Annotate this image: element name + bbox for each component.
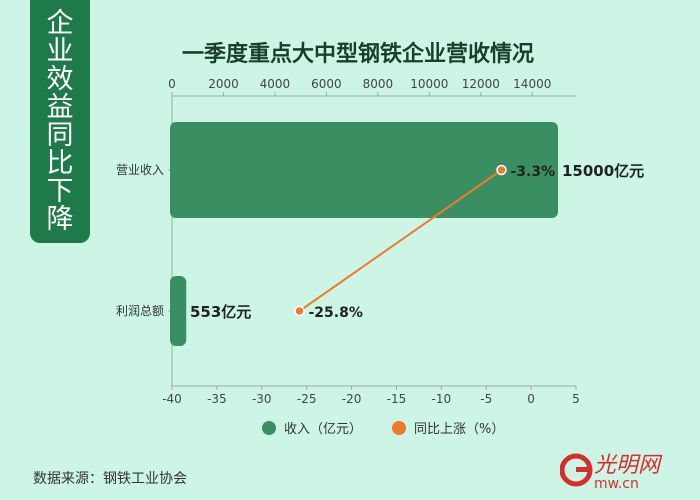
side-label: 企业效益同比下降 xyxy=(30,0,90,243)
top-axis-tick-label: 2000 xyxy=(208,77,239,91)
side-label-char: 降 xyxy=(46,203,74,235)
legend-label-revenue: 收入（亿元） xyxy=(284,422,363,437)
guangming-logo-icon: 光明网 mw.cn xyxy=(560,453,663,492)
side-label-char: 益 xyxy=(46,91,74,123)
legend-swatch-growth xyxy=(392,420,407,435)
top-axis-tick-label: 4000 xyxy=(260,77,291,91)
legend: 收入（亿元） 同比上涨（%） xyxy=(262,418,504,437)
top-axis-tick-label: 14000 xyxy=(513,77,551,91)
bottom-axis-tick-label: -25 xyxy=(297,392,317,406)
chart-title: 一季度重点大中型钢铁企业营收情况 xyxy=(182,42,535,67)
growth-value-label: -3.3% xyxy=(510,164,555,180)
category-label: 营业收入 xyxy=(116,163,164,177)
bottom-axis-tick-label: 5 xyxy=(572,392,580,406)
bar xyxy=(170,122,558,218)
source-note: 数据来源：钢铁工业协会 xyxy=(33,471,187,487)
side-label-char: 下 xyxy=(46,175,74,207)
top-axis-tick-label: 10000 xyxy=(410,77,448,91)
bottom-axis-tick-label: 0 xyxy=(527,392,535,406)
bottom-axis-tick-label: -10 xyxy=(432,392,452,406)
side-label-char: 业 xyxy=(46,35,74,67)
top-axis-tick-label: 6000 xyxy=(311,77,342,91)
growth-point xyxy=(294,305,305,317)
side-label-char: 同 xyxy=(46,119,74,151)
bottom-axis-tick-label: -30 xyxy=(252,392,272,406)
growth-line xyxy=(298,169,503,312)
bar xyxy=(170,276,187,346)
legend-label-growth: 同比上涨（%） xyxy=(414,422,505,437)
top-axis-tick-label: 0 xyxy=(168,77,176,91)
bottom-axis-tick-label: -20 xyxy=(342,392,362,406)
bottom-axis-tick-label: -40 xyxy=(162,392,182,406)
svg-text:光明网: 光明网 xyxy=(594,453,663,478)
bottom-axis-tick-label: -5 xyxy=(480,392,492,406)
legend-item-growth[interactable]: 同比上涨（%） xyxy=(392,418,504,437)
bar-value-label: 553亿元 xyxy=(190,303,251,321)
bottom-axis-tick-label: -35 xyxy=(207,392,227,406)
growth-value-label: -25.8% xyxy=(308,305,362,321)
bottom-axis-tick-label: -15 xyxy=(387,392,407,406)
legend-item-revenue[interactable]: 收入（亿元） xyxy=(262,418,362,437)
category-label: 利润总额 xyxy=(116,304,164,318)
top-axis-tick-label: 12000 xyxy=(462,77,500,91)
growth-point xyxy=(496,164,507,176)
side-label-char: 企 xyxy=(46,7,74,39)
bar-value-label: 15000亿元 xyxy=(562,162,644,180)
top-axis-tick-label: 8000 xyxy=(363,77,394,91)
svg-text:mw.cn: mw.cn xyxy=(594,476,639,492)
legend-swatch-revenue xyxy=(262,420,276,435)
side-label-char: 效 xyxy=(46,63,74,95)
side-label-char: 比 xyxy=(46,147,74,179)
